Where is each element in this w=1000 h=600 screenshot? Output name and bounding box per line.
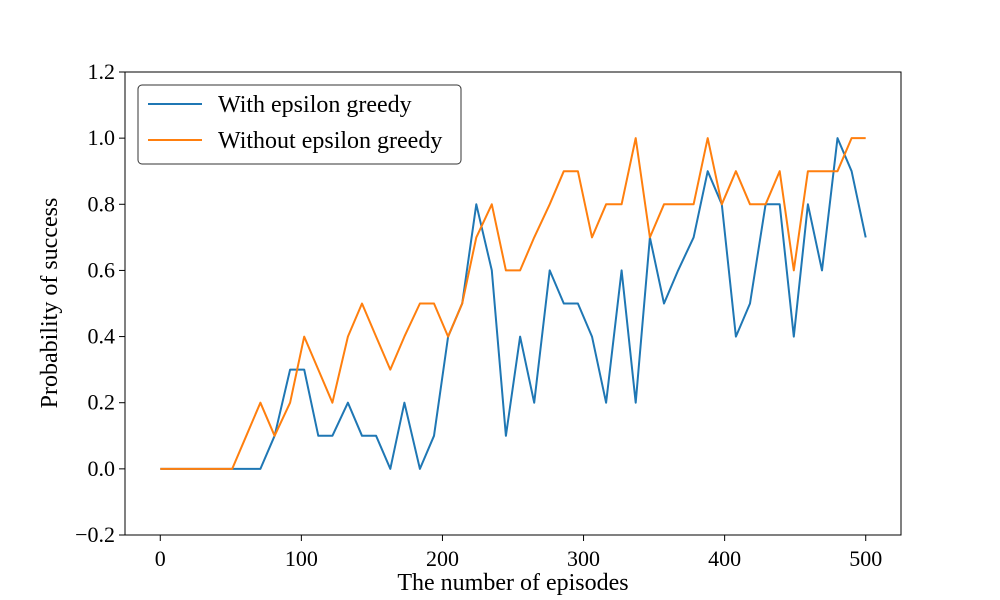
y-tick-label: 0.4 [88,324,116,349]
legend-label-without-epsilon: Without epsilon greedy [218,128,442,154]
y-tick-label: 0.0 [88,456,116,481]
y-tick-label: 0.2 [88,390,116,415]
x-tick-label: 200 [426,546,459,571]
y-axis: −0.2 0.0 0.2 0.4 0.6 0.8 1.0 1.2 [75,59,125,547]
y-tick-label: 1.0 [88,125,116,150]
plot-frame [124,71,902,536]
legend-box [137,84,462,165]
x-tick-label: 100 [285,546,318,571]
series-line-with-epsilon [160,137,867,470]
y-tick-label: 1.2 [88,59,116,84]
y-tick-label: −0.2 [75,522,115,547]
y-tick-label: 0.8 [88,191,116,216]
series-line-without-epsilon [160,137,866,470]
x-axis-label: The number of episodes [397,570,628,596]
x-tick-label: 0 [155,546,166,571]
legend: With epsilon greedy Without epsilon gree… [137,84,462,165]
x-axis: 0 100 200 300 400 500 [155,535,882,571]
series-layer [160,137,867,470]
x-tick-label: 500 [849,546,882,571]
y-tick-label: 0.6 [88,257,116,282]
x-tick-label: 300 [567,546,600,571]
x-tick-label: 400 [708,546,741,571]
y-axis-label: Probability of success [37,198,63,409]
legend-label-with-epsilon: With epsilon greedy [218,92,412,118]
